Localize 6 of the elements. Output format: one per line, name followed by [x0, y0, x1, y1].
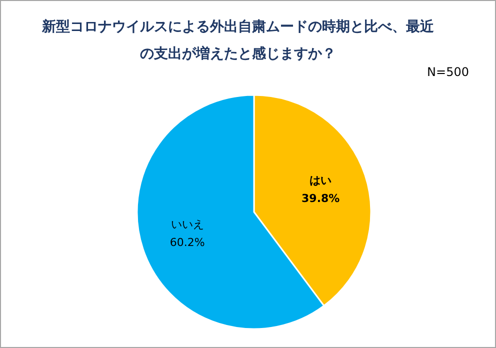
slice-label: いいえ	[170, 218, 204, 232]
data-label: 60.2%	[170, 236, 205, 250]
text: N=500	[427, 65, 469, 79]
slice-label: はい	[310, 174, 332, 187]
data-label: 39.8%	[302, 192, 340, 205]
chart-title: 新型コロナウイルスによる外出自粛ムードの時期と比べ、最近の支出が増えたと感じますか？	[41, 18, 435, 62]
